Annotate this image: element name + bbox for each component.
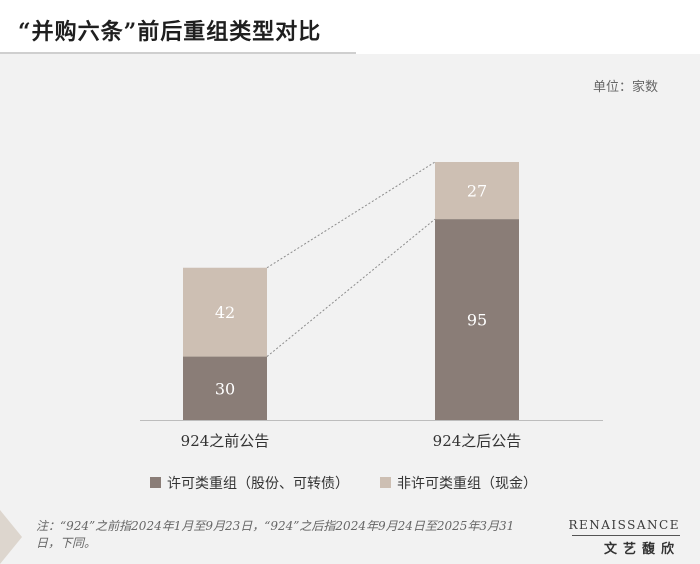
- title-underline: [0, 52, 356, 54]
- page-title: “并购六条”前后重组类型对比: [18, 19, 322, 45]
- data-label: 95: [467, 311, 487, 330]
- x-tick-label: 924之前公告: [181, 432, 270, 450]
- bar-segment: [183, 267, 267, 357]
- legend-label: 许可类重组（股份、可转债）: [167, 476, 349, 492]
- data-label: 42: [215, 303, 235, 322]
- unit-label: 单位：家数: [592, 80, 658, 95]
- logo-divider: [572, 535, 680, 536]
- footer-arrow-decoration: [0, 510, 22, 564]
- connector-line: [266, 161, 436, 269]
- header: “并购六条”前后重组类型对比: [0, 0, 700, 54]
- bar-segment: [435, 219, 519, 420]
- data-label: 30: [215, 379, 235, 398]
- data-label: 27: [467, 182, 487, 201]
- chart-area: 单位：家数 30 42 924之前公告 95 27 924之后公告许可类重组（股份、可转债…: [0, 54, 700, 510]
- legend-swatch: [380, 477, 391, 488]
- x-tick-label: 924之后公告: [433, 432, 522, 450]
- bar-segment: [435, 162, 519, 220]
- logo-chinese: 文艺馥欣: [603, 542, 680, 557]
- footnote: 注：“924”之前指2024年1月至9月23日，“924”之后指2024年9月2…: [36, 519, 515, 550]
- legend-label: 非许可类重组（现金）: [397, 476, 537, 492]
- connector-line: [266, 218, 436, 357]
- bar-segment: [183, 356, 267, 420]
- footer: 注：“924”之前指2024年1月至9月23日，“924”之后指2024年9月2…: [0, 510, 700, 564]
- legend-swatch: [150, 477, 161, 488]
- logo-wordmark: RENAISSANCE: [568, 518, 680, 532]
